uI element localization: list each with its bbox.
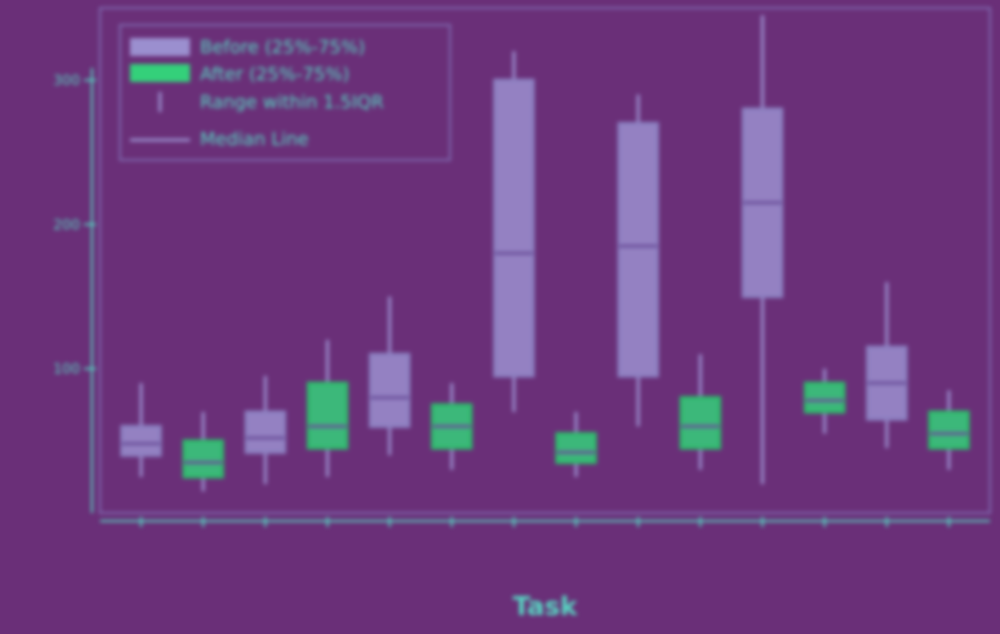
box-iqr bbox=[368, 352, 411, 428]
box-after bbox=[679, 354, 722, 470]
box-after bbox=[928, 390, 970, 470]
box-after bbox=[306, 339, 349, 477]
box-series bbox=[120, 15, 970, 492]
legend-box bbox=[119, 24, 451, 161]
legend-label-median: Median Line bbox=[200, 129, 309, 150]
box-before bbox=[741, 15, 784, 485]
box-after bbox=[555, 412, 597, 477]
legend-swatch-after bbox=[130, 64, 190, 82]
box-iqr bbox=[803, 381, 846, 414]
y-tick-label: 300 bbox=[53, 73, 80, 89]
x-axis bbox=[100, 517, 990, 527]
box-before bbox=[493, 51, 535, 412]
box-iqr bbox=[306, 381, 349, 450]
box-after bbox=[431, 383, 473, 470]
box-before bbox=[368, 296, 411, 456]
box-iqr bbox=[182, 439, 224, 479]
box-after bbox=[803, 368, 846, 434]
box-iqr bbox=[555, 432, 597, 464]
legend-swatch-before bbox=[130, 38, 190, 56]
box-iqr bbox=[928, 410, 970, 450]
legend-label-range: Range within 1.5IQR bbox=[200, 92, 384, 113]
box-iqr bbox=[120, 424, 162, 457]
y-axis: 100 200 300 bbox=[53, 68, 96, 513]
box-before bbox=[617, 94, 659, 427]
y-tick-label: 200 bbox=[53, 217, 80, 233]
x-axis-label: Task bbox=[513, 592, 578, 622]
box-iqr bbox=[244, 410, 287, 454]
box-before bbox=[120, 383, 162, 477]
box-iqr bbox=[679, 396, 722, 450]
legend-label-before: Before (25%-75%) bbox=[200, 37, 365, 58]
box-before bbox=[244, 375, 287, 485]
y-tick-label: 100 bbox=[53, 362, 80, 378]
box-before bbox=[866, 282, 908, 449]
legend-label-after: After (25%-75%) bbox=[200, 64, 350, 85]
box-iqr bbox=[617, 121, 659, 378]
legend: Before (25%-75%) After (25%-75%) Range w… bbox=[119, 24, 451, 161]
box-iqr bbox=[493, 78, 535, 378]
box-after bbox=[182, 412, 224, 492]
